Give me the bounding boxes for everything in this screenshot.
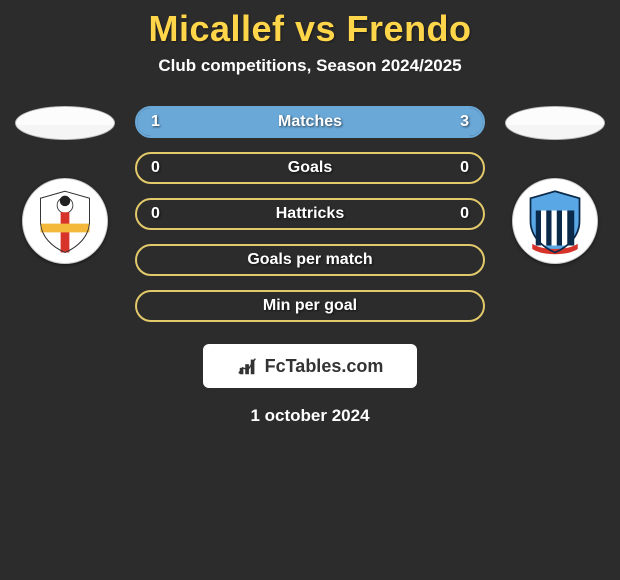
stat-right-value: 0 [439,159,469,177]
stat-bar: 0Hattricks0 [135,198,485,230]
stat-bar: 1Matches3 [135,106,485,138]
left-player-silhouette [15,106,115,140]
date-label: 1 october 2024 [0,406,620,426]
shield-icon [30,186,100,256]
page-title: Micallef vs Frendo [0,8,620,50]
stat-right-value: 3 [439,113,469,131]
stat-label: Hattricks [137,205,483,223]
comparison-card: Micallef vs Frendo Club competitions, Se… [0,0,620,426]
stat-bar: 0Goals0 [135,152,485,184]
right-player-silhouette [505,106,605,140]
stat-right-value: 0 [439,205,469,223]
left-player-column [15,106,115,264]
stat-bar: Goals per match [135,244,485,276]
bar-chart-icon [237,355,259,377]
watermark-badge: FcTables.com [203,344,417,388]
subtitle: Club competitions, Season 2024/2025 [0,56,620,76]
stat-label: Goals per match [137,251,483,269]
left-club-crest [22,178,108,264]
stat-label: Goals [137,159,483,177]
stat-bar: Min per goal [135,290,485,322]
right-player-column [505,106,605,264]
right-club-crest [512,178,598,264]
stat-bars: 1Matches30Goals00Hattricks0Goals per mat… [135,106,485,322]
stat-label: Min per goal [137,297,483,315]
stat-label: Matches [137,113,483,131]
shield-icon [520,186,590,256]
watermark-text: FcTables.com [265,356,384,377]
content-row: 1Matches30Goals00Hattricks0Goals per mat… [0,106,620,322]
